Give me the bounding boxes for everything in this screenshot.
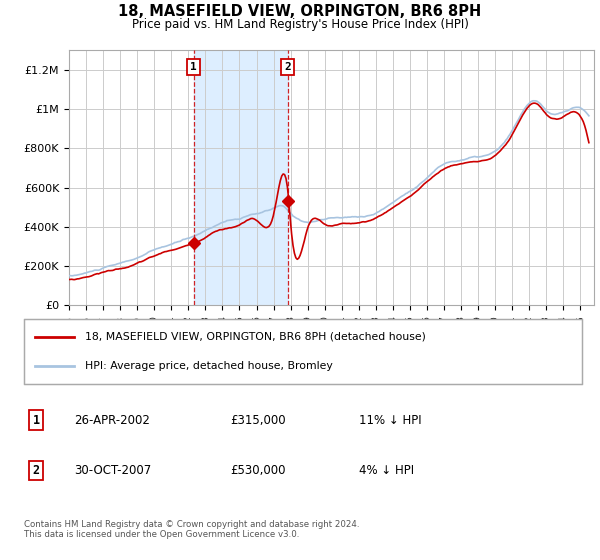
- Text: HPI: Average price, detached house, Bromley: HPI: Average price, detached house, Brom…: [85, 361, 333, 371]
- Text: 18, MASEFIELD VIEW, ORPINGTON, BR6 8PH (detached house): 18, MASEFIELD VIEW, ORPINGTON, BR6 8PH (…: [85, 332, 426, 342]
- Text: 1: 1: [33, 413, 40, 427]
- Text: 26-APR-2002: 26-APR-2002: [74, 413, 150, 427]
- Text: £315,000: £315,000: [230, 413, 286, 427]
- Text: 2: 2: [284, 62, 291, 72]
- Text: 4% ↓ HPI: 4% ↓ HPI: [359, 464, 414, 477]
- Bar: [194, 50, 287, 305]
- Text: £530,000: £530,000: [230, 464, 286, 477]
- Text: 30-OCT-2007: 30-OCT-2007: [74, 464, 151, 477]
- Text: Price paid vs. HM Land Registry's House Price Index (HPI): Price paid vs. HM Land Registry's House …: [131, 18, 469, 31]
- Text: 2: 2: [33, 464, 40, 477]
- Text: 18, MASEFIELD VIEW, ORPINGTON, BR6 8PH: 18, MASEFIELD VIEW, ORPINGTON, BR6 8PH: [118, 4, 482, 19]
- Text: 11% ↓ HPI: 11% ↓ HPI: [359, 413, 421, 427]
- Text: Contains HM Land Registry data © Crown copyright and database right 2024.
This d: Contains HM Land Registry data © Crown c…: [24, 520, 359, 539]
- Text: 1: 1: [190, 62, 197, 72]
